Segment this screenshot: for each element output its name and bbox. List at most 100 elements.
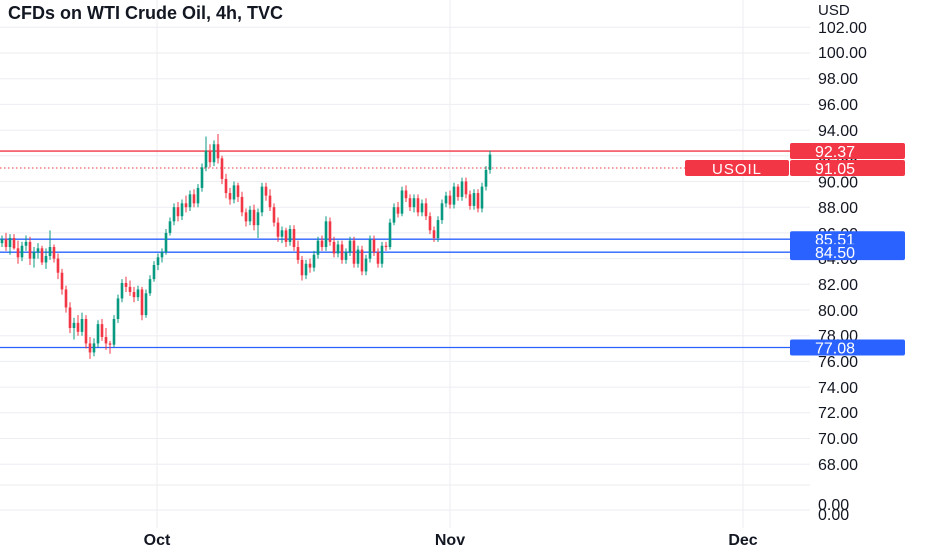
candle-body	[76, 322, 80, 332]
candle-body	[48, 247, 52, 257]
price-tick-label: 70.00	[818, 431, 858, 448]
candle-body	[308, 263, 312, 268]
time-tick-label: Dec	[728, 532, 757, 549]
price-tick-label: 100.00	[818, 45, 867, 62]
chart-title: CFDs on WTI Crude Oil, 4h, TVC	[8, 3, 284, 23]
candle-body	[344, 252, 348, 260]
candle-body	[356, 249, 360, 264]
candle-body	[88, 343, 92, 353]
candle-body	[228, 193, 232, 200]
candle-body	[20, 245, 24, 258]
candle-body	[396, 207, 400, 214]
candle-body	[96, 324, 100, 344]
candle-body	[340, 244, 344, 260]
price-axis[interactable]: 102.00100.0098.0096.0094.0092.0090.0088.…	[818, 2, 867, 524]
candle-body	[364, 258, 368, 272]
candle-body	[144, 293, 148, 316]
candle-body	[124, 283, 128, 287]
candle-body	[304, 263, 308, 276]
candle-body	[160, 252, 164, 258]
candle-body	[436, 220, 440, 239]
candle-body	[108, 343, 112, 345]
candle-body	[56, 258, 60, 273]
candle-body	[60, 272, 64, 290]
candle-body	[104, 336, 108, 344]
candle-body	[100, 324, 104, 337]
candle-body	[484, 169, 488, 187]
candle-body	[200, 167, 204, 188]
candle-body	[52, 247, 56, 259]
candle-body	[352, 240, 356, 264]
candle-body	[476, 193, 480, 209]
candle-body	[132, 292, 136, 298]
time-tick-label: Nov	[435, 532, 465, 549]
price-tick-label: 96.00	[818, 97, 858, 114]
candle-body	[424, 203, 428, 217]
candle-body	[272, 207, 276, 223]
candle-body	[172, 207, 176, 222]
candle-body	[120, 283, 124, 299]
candle-body	[204, 150, 208, 168]
candle-body	[36, 248, 40, 253]
candle-body	[448, 195, 452, 205]
candle-body	[256, 212, 260, 226]
candle-body	[156, 257, 160, 266]
candle-body	[84, 318, 88, 344]
candle-body	[112, 318, 116, 345]
candle-body	[216, 144, 220, 159]
candle-body	[488, 154, 492, 170]
candle-body	[468, 194, 472, 206]
candle-body	[44, 256, 48, 263]
last-price-tag	[790, 160, 905, 177]
symbol-tag	[685, 160, 789, 177]
candle-body	[136, 289, 140, 298]
candle-body	[68, 307, 72, 328]
time-axis[interactable]: Oct Nov Dec	[144, 532, 758, 549]
candle-body	[444, 195, 448, 204]
candle-body	[336, 244, 340, 254]
candle-body	[24, 241, 28, 246]
candle-body	[152, 265, 156, 280]
price-tick-label: 88.00	[818, 200, 858, 217]
level-price-label: 77.08	[815, 341, 855, 358]
last-price-label: 91.05	[815, 161, 855, 178]
candle-body	[164, 232, 168, 253]
candles	[0, 133, 492, 359]
candle-body	[240, 196, 244, 213]
price-tick-label: 76.00	[818, 354, 858, 371]
candle-body	[404, 190, 408, 199]
candle-body	[284, 230, 288, 242]
candle-body	[176, 207, 180, 217]
candle-body	[260, 186, 264, 213]
candle-body	[140, 289, 144, 316]
time-tick-label: Oct	[144, 532, 171, 549]
candle-body	[168, 221, 172, 233]
candle-body	[348, 240, 352, 253]
candle-body	[0, 239, 4, 244]
candle-body	[416, 198, 420, 213]
candle-body	[384, 245, 388, 248]
candle-body	[72, 322, 76, 328]
price-tick-label: 80.00	[818, 303, 858, 320]
candle-body	[232, 185, 236, 200]
level-price-tag	[790, 244, 905, 261]
candle-body	[244, 212, 248, 222]
candle-body	[412, 198, 416, 208]
candle-body	[212, 144, 216, 163]
candle-body	[220, 158, 224, 179]
price-tick-label: 72.00	[818, 405, 858, 422]
level-price-tag	[790, 231, 905, 248]
candle-body	[280, 230, 284, 237]
candle-body	[288, 229, 292, 242]
candle-body	[392, 207, 396, 223]
candle-body	[92, 343, 96, 353]
candle-body	[400, 190, 404, 214]
candle-body	[380, 245, 384, 264]
candle-body	[4, 239, 8, 248]
level-price-tag	[790, 339, 905, 356]
candle-body	[40, 248, 44, 263]
candle-body	[428, 216, 432, 231]
candle-body	[268, 195, 272, 208]
